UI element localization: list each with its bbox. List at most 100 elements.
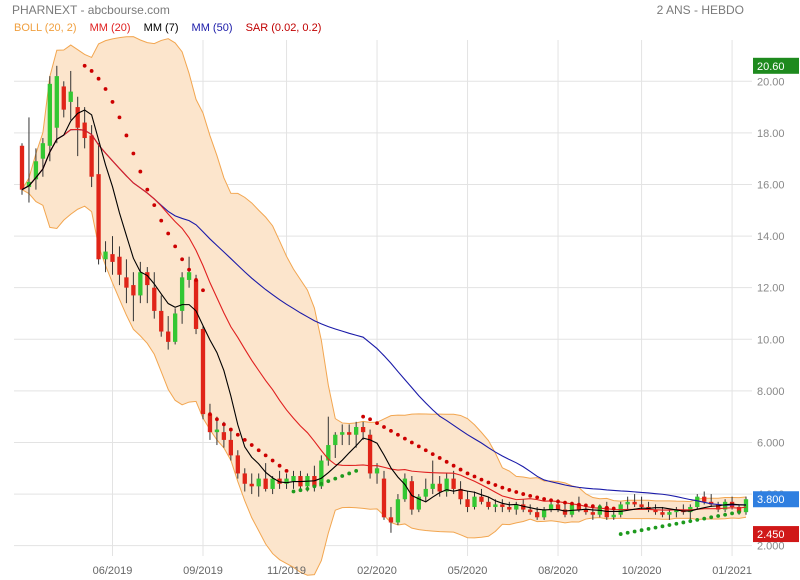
sar-dot [201, 288, 205, 293]
candle-body [159, 310, 164, 332]
sar-dot [604, 505, 609, 510]
sar-dot [716, 514, 721, 518]
sar-dot [319, 481, 324, 486]
sar-dot [409, 440, 414, 445]
candle-body [193, 279, 199, 329]
sar-dot [305, 487, 310, 491]
sar-dot [611, 506, 616, 511]
sar-dot [514, 490, 519, 494]
sar-dot [542, 497, 547, 501]
candle-body [19, 145, 25, 190]
candle-body [416, 496, 421, 510]
sar-dot [556, 499, 560, 504]
candle-body [583, 509, 589, 513]
sar-dot [270, 458, 275, 463]
candle-body [117, 256, 122, 275]
candle-body [221, 432, 227, 440]
x-tick-label: 08/2020 [538, 565, 578, 577]
sar-dot [368, 417, 372, 422]
sar-dot [737, 510, 741, 515]
candle-body [548, 504, 554, 510]
candle-body [26, 181, 32, 188]
candle-body [75, 107, 80, 128]
sar-dot [444, 459, 449, 464]
legend-ma20: MM (20) [89, 22, 131, 34]
sar-dot [389, 428, 393, 433]
sar-dot [597, 505, 602, 509]
sar-dot [416, 444, 421, 449]
legend-ma7: MM (7) [143, 22, 179, 34]
sar-dot [180, 257, 185, 262]
candle-body [96, 174, 101, 260]
candle-body [277, 478, 282, 484]
sar-dot [96, 76, 101, 81]
candle-body [541, 509, 547, 518]
candle-body [263, 478, 268, 489]
sar-dot [458, 467, 463, 472]
candle-body [590, 512, 596, 515]
candle-body [374, 468, 380, 474]
sar-dot [347, 471, 352, 476]
sar-dot [194, 278, 198, 282]
candle-body [54, 76, 59, 128]
candle-body [172, 313, 178, 342]
x-tick-label: 11/2019 [267, 565, 306, 577]
legend: BOLL (20, 2) MM (20) MM (7) MM (50) SAR … [14, 22, 331, 34]
sar-dot [145, 187, 150, 192]
candle-body [284, 478, 289, 484]
y-tick-label: 18.00 [757, 128, 785, 140]
x-tick-label: 06/2019 [93, 565, 133, 577]
y-tick-label: 10.00 [757, 334, 785, 346]
candle-body [555, 504, 561, 510]
sar-dot [291, 489, 296, 494]
y-tick-label: 16.00 [757, 179, 785, 191]
sar-dot [215, 417, 219, 422]
sar-dot [437, 456, 442, 460]
sar-dot [625, 530, 630, 535]
candle-body [500, 504, 505, 507]
candle-body [152, 287, 157, 311]
candle-body [458, 488, 463, 500]
sar-dot [667, 523, 672, 527]
sar-dot [138, 169, 143, 174]
ma7-line [21, 109, 747, 512]
x-tick-label: 05/2020 [448, 565, 488, 577]
sar-dot [639, 528, 644, 533]
candle-body [514, 504, 519, 510]
candle-body [395, 499, 401, 523]
candle-body [200, 328, 206, 415]
sar-dot [298, 488, 303, 493]
candle-body [242, 473, 247, 484]
sar-dot [521, 492, 526, 496]
sar-dot [423, 448, 428, 453]
sar-dot [583, 503, 588, 508]
sar-dot [402, 436, 407, 441]
candle-body [353, 427, 359, 435]
candle-body [736, 506, 742, 513]
candle-body [340, 432, 345, 435]
sar-dot [103, 87, 108, 91]
chart-period: 2 ANS - HEBDO [656, 3, 744, 17]
candle-body [667, 512, 672, 515]
candle-body [653, 509, 658, 513]
sar-dot [702, 516, 707, 521]
sar-dot [124, 133, 129, 138]
sar-dot [549, 498, 553, 503]
sar-dot [396, 432, 400, 437]
candle-body [249, 483, 254, 487]
sar-dot [312, 484, 317, 489]
sar-dot [173, 244, 178, 249]
sar-dot [361, 414, 366, 419]
y-tick-label: 12.00 [757, 283, 785, 295]
sar-dot [340, 474, 345, 478]
candle-body [437, 483, 442, 492]
candle-body [423, 488, 428, 497]
candle-body [465, 499, 470, 507]
candle-body [604, 506, 609, 518]
sar-dot [256, 448, 261, 453]
sar-dot [235, 432, 240, 437]
sar-dot [354, 468, 359, 473]
sar-dot [333, 476, 338, 481]
candle-body [89, 135, 94, 177]
